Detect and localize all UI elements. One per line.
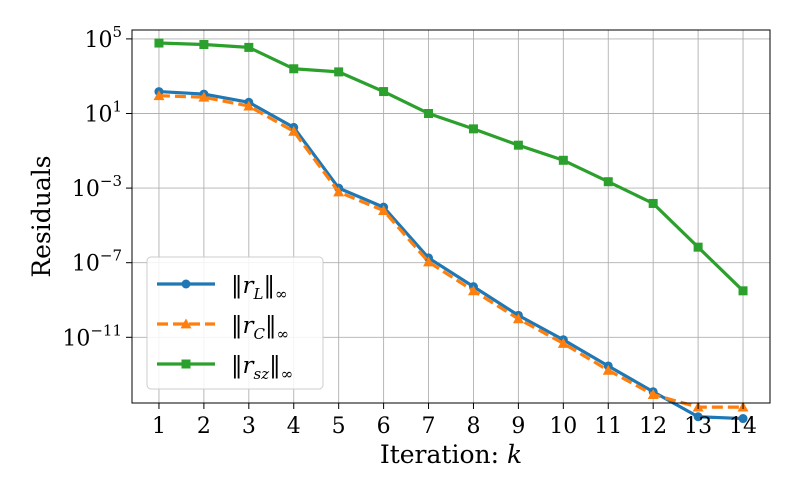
y-tick-label: 10−3 (72, 172, 122, 202)
data-point (423, 256, 435, 267)
x-tick-label: 13 (684, 414, 712, 439)
data-point (153, 90, 165, 101)
data-point (288, 125, 300, 136)
series-3 (154, 38, 748, 296)
data-point (334, 67, 344, 77)
x-tick-label: 4 (287, 414, 301, 439)
x-tick-label: 8 (466, 414, 480, 439)
y-axis-label: Residuals (27, 155, 56, 277)
legend-marker (181, 359, 191, 369)
data-point (154, 38, 164, 48)
legend-label: ‖rsz‖∞ (231, 353, 293, 383)
legend-marker (181, 279, 191, 289)
legend-label: ‖rC‖∞ (231, 313, 289, 343)
series-layer (153, 38, 749, 424)
data-point (693, 412, 703, 422)
data-point (602, 364, 614, 375)
x-tick-label: 1 (152, 414, 166, 439)
y-tick-label: 101 (84, 97, 122, 127)
data-point (557, 337, 569, 348)
series-line (158, 89, 744, 421)
x-tick-label: 14 (729, 414, 757, 439)
series-line (158, 94, 744, 409)
y-tick-label: 10−11 (62, 321, 122, 351)
data-point (467, 285, 479, 296)
data-point (738, 286, 748, 296)
y-tick-label: 105 (84, 23, 122, 53)
x-tick-label: 10 (549, 414, 577, 439)
data-point (379, 87, 389, 97)
data-point (378, 205, 390, 216)
legend-label: ‖rL‖∞ (231, 273, 287, 303)
data-point (244, 42, 254, 52)
series-line (158, 41, 745, 292)
legend-marker (180, 318, 192, 329)
data-point (243, 100, 255, 111)
legend: ‖rL‖∞ ‖rC‖∞ ‖rsz‖∞ (146, 256, 324, 390)
data-point (647, 389, 659, 399)
x-tick-label: 6 (377, 414, 391, 439)
data-point (199, 40, 209, 50)
y-tick-label: 10−7 (72, 247, 122, 277)
x-tick-label: 3 (242, 414, 256, 439)
data-point (738, 414, 748, 424)
data-point (648, 198, 658, 208)
legend-entry: ‖rC‖∞ (157, 313, 289, 343)
x-tick-label: 7 (422, 414, 436, 439)
legend-entry: ‖rsz‖∞ (157, 353, 293, 383)
data-point (693, 242, 703, 252)
x-tick-label: 9 (511, 414, 525, 439)
x-tick-label: 5 (332, 414, 346, 439)
data-point (198, 91, 210, 102)
x-tick-label: 11 (594, 414, 622, 439)
x-tick-label: 12 (639, 414, 667, 439)
legend-box (146, 256, 324, 390)
data-point (512, 313, 524, 324)
x-tick-label: 2 (197, 414, 211, 439)
data-point (289, 64, 299, 74)
data-point (424, 108, 434, 118)
plot-frame (131, 29, 771, 404)
data-point (558, 155, 568, 165)
data-point (333, 186, 345, 197)
data-point (603, 177, 613, 187)
legend-entry: ‖rL‖∞ (157, 273, 287, 303)
data-point (468, 124, 478, 134)
x-axis-label: Iteration: k (380, 440, 522, 469)
data-point (513, 140, 523, 150)
